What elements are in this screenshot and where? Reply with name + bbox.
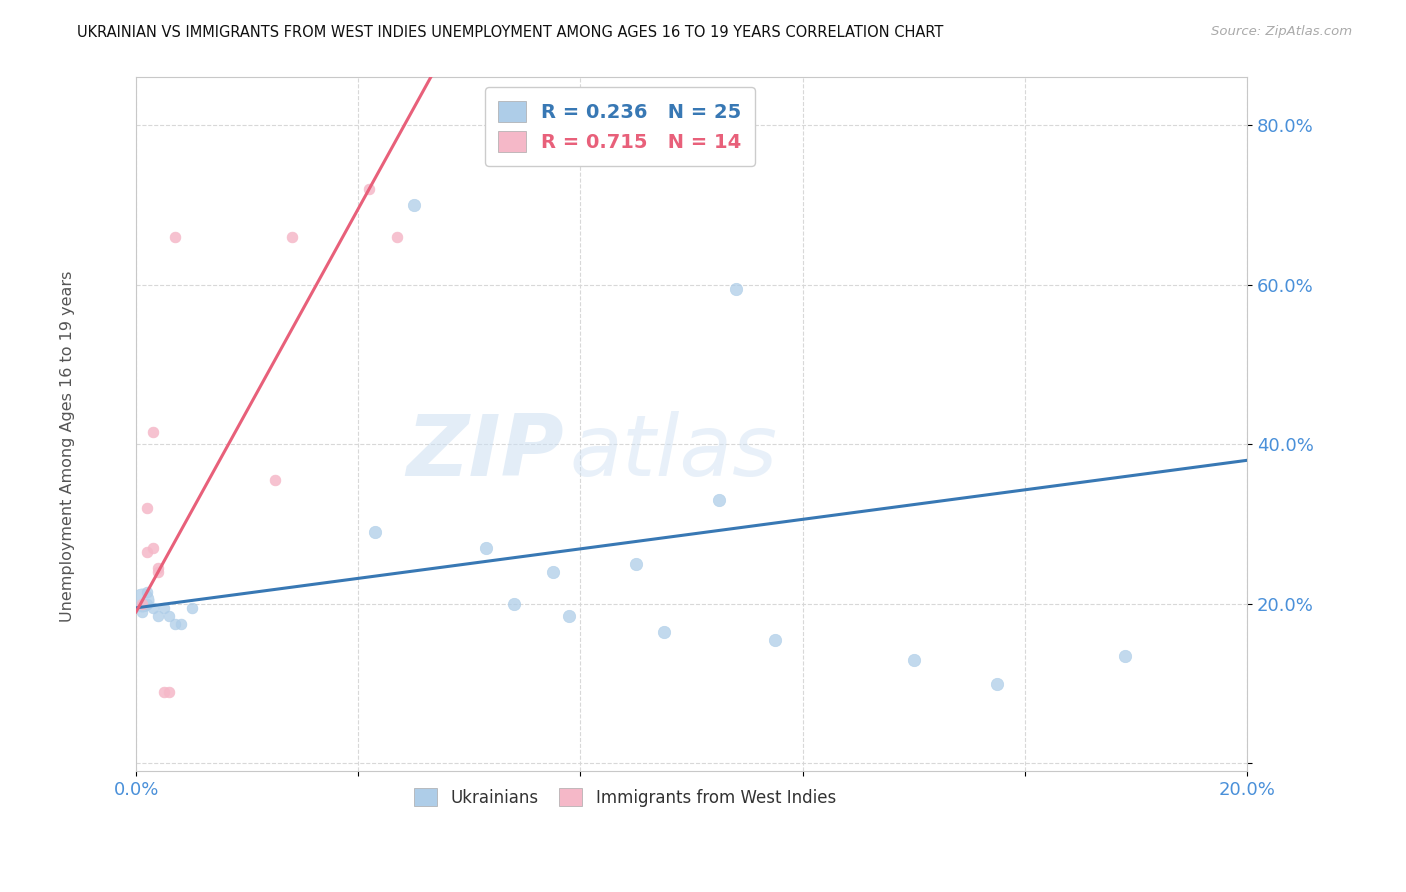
Point: [1114, 648, 1136, 663]
Point: [142, 541, 165, 555]
Point: [163, 616, 186, 631]
Point: [153, 600, 176, 615]
Point: [159, 608, 181, 623]
Point: [475, 541, 498, 555]
Point: [142, 600, 165, 615]
Point: [709, 493, 731, 508]
Point: [385, 230, 408, 244]
Point: [142, 425, 165, 440]
Point: [724, 282, 747, 296]
Point: [136, 501, 159, 516]
Point: [148, 561, 170, 575]
Point: [541, 565, 564, 579]
Point: [624, 557, 647, 571]
Point: [903, 653, 925, 667]
Point: [148, 565, 170, 579]
Point: [159, 684, 181, 698]
Point: [280, 230, 302, 244]
Point: [136, 585, 159, 599]
Point: [136, 597, 159, 611]
Point: [131, 597, 153, 611]
Point: [364, 525, 387, 540]
Point: [131, 605, 153, 619]
Point: [359, 182, 381, 196]
Point: [652, 624, 675, 639]
Point: [180, 600, 202, 615]
Legend: Ukrainians, Immigrants from West Indies: Ukrainians, Immigrants from West Indies: [406, 780, 844, 815]
Point: [402, 198, 425, 212]
Point: [131, 593, 153, 607]
Point: [136, 545, 159, 559]
Text: atlas: atlas: [569, 410, 778, 493]
Text: Unemployment Among Ages 16 to 19 years: Unemployment Among Ages 16 to 19 years: [60, 270, 75, 622]
Text: UKRAINIAN VS IMMIGRANTS FROM WEST INDIES UNEMPLOYMENT AMONG AGES 16 TO 19 YEARS : UKRAINIAN VS IMMIGRANTS FROM WEST INDIES…: [77, 25, 943, 40]
Point: [153, 684, 176, 698]
Point: [763, 632, 786, 647]
Point: [148, 608, 170, 623]
Point: [558, 608, 581, 623]
Point: [169, 616, 191, 631]
Point: [986, 676, 1008, 690]
Point: [163, 230, 186, 244]
Text: ZIP: ZIP: [406, 410, 564, 493]
Point: [264, 473, 287, 487]
Text: Source: ZipAtlas.com: Source: ZipAtlas.com: [1212, 25, 1353, 38]
Point: [502, 597, 524, 611]
